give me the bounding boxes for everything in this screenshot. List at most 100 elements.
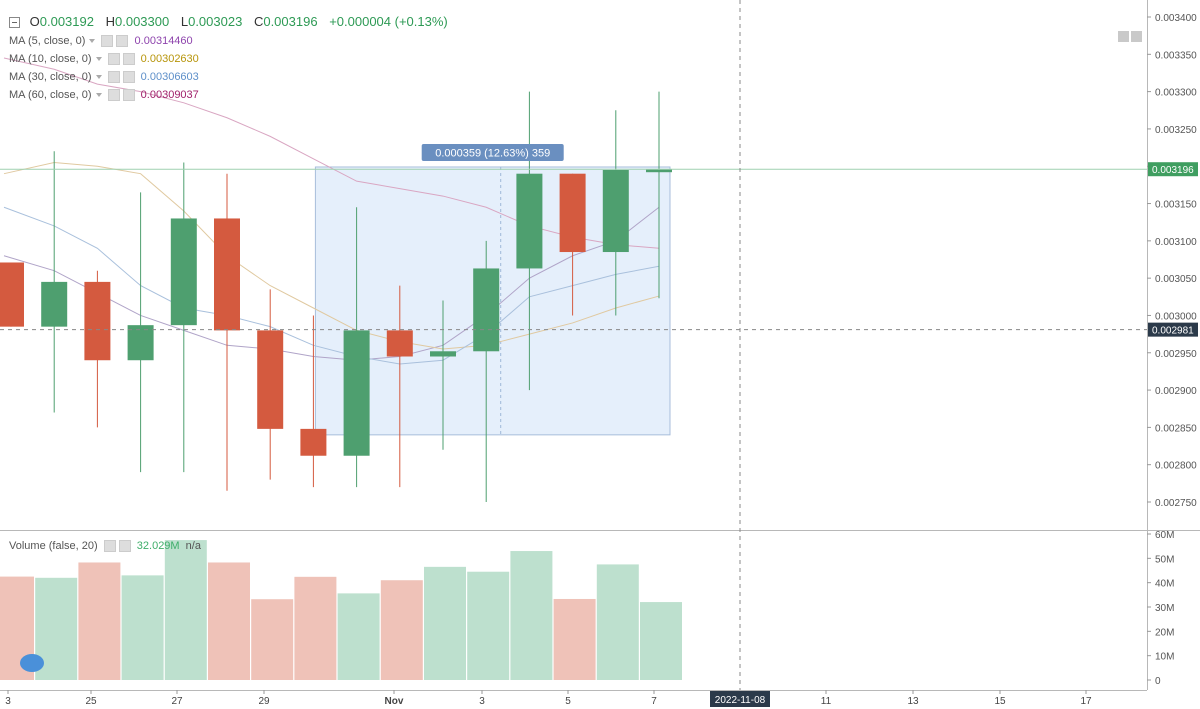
ohlc-legend: O0.003192 H0.003300 L0.003023 C0.003196 … xyxy=(9,14,456,29)
ma10-legend[interactable]: MA (10, close, 0) 0.00302630 xyxy=(9,53,199,66)
settings-icon[interactable] xyxy=(107,89,120,102)
settings-icon[interactable] xyxy=(107,71,120,84)
close-icon[interactable] xyxy=(122,53,135,66)
candle-body xyxy=(559,173,586,253)
price-tick-label: 0.003000 xyxy=(1155,311,1197,322)
volume-bar xyxy=(553,598,596,680)
price-tick-label: 0.002800 xyxy=(1155,461,1197,472)
candle-body xyxy=(602,169,629,253)
volume-tick-label: 50M xyxy=(1155,554,1174,565)
volume-bar xyxy=(78,562,121,680)
volume-bar xyxy=(467,571,510,680)
candle-body xyxy=(257,330,284,429)
dropdown-icon[interactable] xyxy=(95,57,102,62)
time-tick-label: 3 xyxy=(479,696,485,707)
low-value: 0.003023 xyxy=(188,14,243,29)
candle-body xyxy=(473,268,500,352)
logo-icon xyxy=(20,654,44,672)
time-tick-label: 11 xyxy=(821,696,832,707)
volume-bar xyxy=(251,599,294,680)
scale-buttons xyxy=(1118,29,1144,47)
time-tick-label: 7 xyxy=(651,696,657,707)
time-tick-label: Nov xyxy=(385,696,404,707)
high-label: H xyxy=(105,14,115,29)
time-tick-label: 25 xyxy=(85,696,97,707)
time-tick-label: 5 xyxy=(565,696,571,707)
ma-line xyxy=(3,206,660,365)
settings-icon[interactable] xyxy=(101,35,114,48)
price-tick-label: 0.003350 xyxy=(1155,50,1197,61)
price-tick-label: 0.003300 xyxy=(1155,88,1197,99)
time-tick-label: 27 xyxy=(171,696,183,707)
volume-bar xyxy=(510,551,553,680)
volume-bar xyxy=(337,593,380,680)
collapse-icon[interactable] xyxy=(9,17,20,29)
price-tick-label: 0.003050 xyxy=(1155,274,1197,285)
candle-body xyxy=(41,281,68,327)
last-price-tag xyxy=(1148,162,1198,177)
close-icon[interactable] xyxy=(118,540,131,553)
scroll-down-icon[interactable] xyxy=(1118,31,1129,42)
crosshair-price-label: 0.002981 xyxy=(1152,326,1194,337)
volume-bar xyxy=(424,566,466,680)
volume-tick-label: 0 xyxy=(1155,676,1161,687)
candle-body xyxy=(516,173,543,269)
settings-icon[interactable] xyxy=(103,540,116,553)
candle-body xyxy=(386,330,413,357)
last-price-label: 0.003196 xyxy=(1152,165,1194,176)
candle-body xyxy=(170,218,197,326)
candle-body xyxy=(646,169,672,173)
volume-value: 32.029M xyxy=(136,540,180,552)
ma-line xyxy=(3,161,660,350)
volume-tick-label: 10M xyxy=(1155,652,1174,663)
ma5-value: 0.00314460 xyxy=(134,35,193,47)
scroll-up-icon[interactable] xyxy=(1131,31,1142,42)
volume-bar xyxy=(294,576,337,680)
volume-tick-label: 60M xyxy=(1155,530,1174,541)
volume-bar xyxy=(596,564,639,680)
open-value: 0.003192 xyxy=(39,14,94,29)
close-icon[interactable] xyxy=(116,35,129,48)
measure-label: 0.000359 (12.63%) 359 xyxy=(435,147,550,159)
dropdown-icon[interactable] xyxy=(95,93,102,98)
close-icon[interactable] xyxy=(122,89,135,102)
volume-bar xyxy=(640,602,682,680)
close-value: 0.003196 xyxy=(263,14,318,29)
ma30-legend[interactable]: MA (30, close, 0) 0.00306603 xyxy=(9,71,199,84)
close-icon[interactable] xyxy=(122,71,135,84)
settings-icon[interactable] xyxy=(107,53,120,66)
volume-bar xyxy=(121,575,164,680)
crosshair-date-tag xyxy=(710,691,770,707)
price-tick-label: 0.003100 xyxy=(1155,237,1197,248)
close-label: C xyxy=(253,14,264,29)
price-tick-label: 0.002900 xyxy=(1155,386,1197,397)
time-tick-label: 15 xyxy=(994,696,1006,707)
time-tick-label: 3 xyxy=(5,696,11,707)
ma60-legend[interactable]: MA (60, close, 0) 0.00309037 xyxy=(9,89,199,102)
dropdown-icon[interactable] xyxy=(89,39,96,44)
low-label: L xyxy=(180,14,189,29)
volume-legend[interactable]: Volume (false, 20) 32.029M n/a xyxy=(9,540,201,553)
time-tick-label: 13 xyxy=(907,696,919,707)
price-tick-label: 0.003250 xyxy=(1155,125,1197,136)
volume-tick-label: 30M xyxy=(1155,603,1174,614)
ma5-label: MA (5, close, 0) xyxy=(9,35,86,47)
ma5-legend[interactable]: MA (5, close, 0) 0.00314460 xyxy=(9,35,193,48)
candle-body xyxy=(430,351,456,357)
ma-line xyxy=(3,206,660,361)
volume-tick-label: 20M xyxy=(1155,627,1174,638)
price-tick-label: 0.003400 xyxy=(1155,13,1197,24)
high-value: 0.003300 xyxy=(115,14,170,29)
ma10-value: 0.00302630 xyxy=(140,53,199,65)
candle-body xyxy=(127,325,154,361)
ma30-value: 0.00306603 xyxy=(140,71,199,83)
volume-bar xyxy=(208,562,250,680)
open-label: O xyxy=(29,14,40,29)
crosshair-price-tag xyxy=(1148,322,1198,337)
ma10-label: MA (10, close, 0) xyxy=(9,53,92,65)
candle-body xyxy=(214,218,240,331)
dropdown-icon[interactable] xyxy=(95,75,102,80)
crosshair-date-label: 2022-11-08 xyxy=(715,695,766,706)
candle-body xyxy=(343,330,370,456)
